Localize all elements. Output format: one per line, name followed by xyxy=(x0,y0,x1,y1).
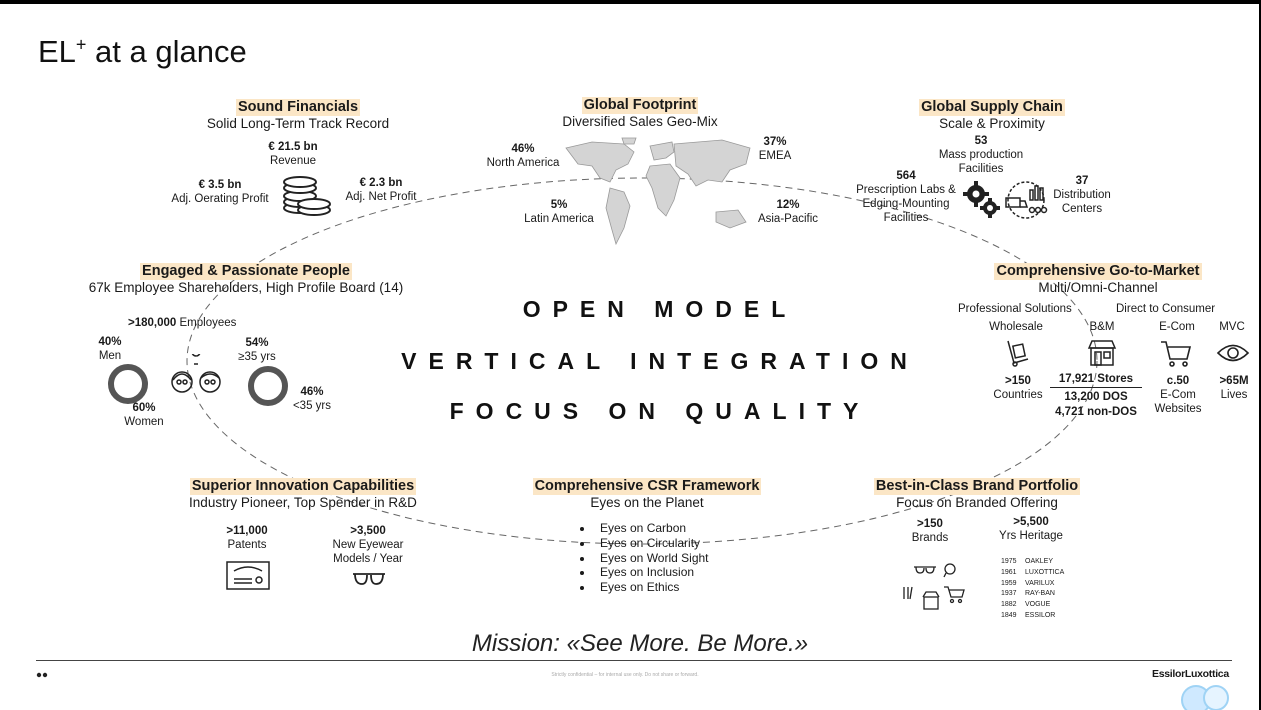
shopping-cart-icon xyxy=(1161,341,1192,367)
confidential-note: Strictly confidential – for internal use… xyxy=(551,672,699,678)
supply-chain-block: Global Supply Chain Scale & Proximity xyxy=(872,98,1112,131)
ecom-label: E-Com xyxy=(1159,321,1195,333)
page-dots-icon xyxy=(36,672,48,678)
store-icon xyxy=(1087,340,1117,366)
north-america-stat: 46% North America xyxy=(486,143,560,169)
csr-list: Eyes on Carbon Eyes on Circularity Eyes … xyxy=(576,521,709,595)
coins-icon xyxy=(283,176,331,216)
timeline-row: 1961 LUXOTTICA xyxy=(1001,568,1065,576)
center-line-3: FOCUS ON QUALITY xyxy=(449,398,871,424)
timeline-row: 1849 ESSILOR xyxy=(1001,611,1056,619)
wholesale-label: Wholesale xyxy=(989,321,1043,333)
brands-subheading: Focus on Branded Offering xyxy=(896,495,1058,510)
heritage-stat: >5,500 Yrs Heritage xyxy=(999,516,1063,542)
direct-to-consumer-label: Direct to Consumer xyxy=(1116,303,1216,315)
innovation-heading: Superior Innovation Capabilities xyxy=(189,478,417,495)
csr-item: Eyes on Circularity xyxy=(594,536,709,551)
wholesale-stat: >150 Countries xyxy=(993,375,1043,401)
innovation-subheading: Industry Pioneer, Top Spender in R&D xyxy=(189,495,417,510)
brands-block: Best-in-Class Brand Portfolio Focus on B… xyxy=(856,477,1098,510)
sound-financials-subheading: Solid Long-Term Track Record xyxy=(206,116,390,131)
mvc-label: MVC xyxy=(1219,321,1245,333)
timeline-row: 1882 VOGUE xyxy=(1001,601,1051,609)
prescription-labs-stat: 564 Prescription Labs & Edging-Mounting … xyxy=(856,170,956,224)
bm-label: B&M xyxy=(1089,321,1115,333)
net-profit-stat: € 2.3 bn Adj. Net Profit xyxy=(345,177,417,203)
csr-item: Eyes on World Sight xyxy=(594,551,709,566)
brands-count-stat: >150 Brands xyxy=(911,518,949,544)
csr-item: Eyes on Ethics xyxy=(594,580,709,595)
center-line-1: OPEN MODEL xyxy=(522,296,798,322)
page-title: EL+ at a glance xyxy=(38,34,247,69)
distribution-icon xyxy=(1005,181,1048,219)
hand-truck-icon xyxy=(1007,340,1029,367)
employees-stat: >180,000 Employees xyxy=(128,317,237,329)
mvc-stat: >65M Lives xyxy=(1219,375,1249,401)
innovation-block: Superior Innovation Capabilities Industr… xyxy=(160,477,446,510)
patents-stat: >11,000 Patents xyxy=(226,525,268,551)
professional-solutions-label: Professional Solutions xyxy=(958,303,1072,315)
go-to-market-subheading: Multi/Omni-Channel xyxy=(1038,280,1158,295)
gears-icon xyxy=(963,181,1000,218)
decorative-bubble-icon xyxy=(1181,685,1229,710)
people-faces-icon xyxy=(171,354,221,393)
mass-production-stat: 53 Mass production Facilities xyxy=(938,135,1024,175)
center-line-2: VERTICAL INTEGRATION xyxy=(401,348,919,374)
timeline-row: 1975 OAKLEY xyxy=(1001,558,1054,565)
revenue-stat: € 21.5 bn Revenue xyxy=(268,141,318,167)
world-map-icon xyxy=(565,137,751,246)
under-35-stat: 46% <35 yrs xyxy=(292,386,332,412)
supply-chain-subheading: Scale & Proximity xyxy=(939,116,1045,131)
timeline-row: 1959 VARILUX xyxy=(1001,579,1055,587)
over-35-stat: 54% ≥35 yrs xyxy=(238,337,276,363)
gender-ring-chart xyxy=(108,364,148,404)
company-logo: EssilorLuxottica xyxy=(1152,668,1229,680)
global-footprint-block: Global Footprint Diversified Sales Geo-M… xyxy=(520,96,760,129)
people-block: Engaged & Passionate People 67k Employee… xyxy=(36,262,456,295)
csr-heading: Comprehensive CSR Framework xyxy=(532,478,762,495)
eye-icon xyxy=(1216,344,1250,362)
age-ring-chart xyxy=(248,366,288,406)
brand-icons-cluster xyxy=(903,563,965,610)
models-stat: >3,500 New Eyewear Models / Year xyxy=(332,525,404,565)
supply-chain-heading: Global Supply Chain xyxy=(919,99,1065,116)
go-to-market-heading: Comprehensive Go-to-Market xyxy=(994,263,1202,280)
sound-financials-block: Sound Financials Solid Long-Term Track R… xyxy=(178,98,418,131)
women-stat: 60% Women xyxy=(124,402,164,428)
dashed-ellipse xyxy=(186,177,1098,545)
global-footprint-heading: Global Footprint xyxy=(581,97,699,114)
sound-financials-heading: Sound Financials xyxy=(235,99,361,116)
people-heading: Engaged & Passionate People xyxy=(140,263,352,280)
op-profit-stat: € 3.5 bn Adj. Oerating Profit xyxy=(171,179,269,205)
heritage-timeline: 1975 OAKLEY 1961 LUXOTTICA 1959 VARILUX 193… xyxy=(1001,557,1064,622)
distribution-centers-stat: 37 Distribution Centers xyxy=(1053,175,1111,215)
csr-item: Eyes on Inclusion xyxy=(594,565,709,580)
brands-heading: Best-in-Class Brand Portfolio xyxy=(873,478,1081,495)
asia-pacific-stat: 12% Asia-Pacific xyxy=(757,199,819,225)
csr-item: Eyes on Carbon xyxy=(594,521,709,536)
go-to-market-block: Comprehensive Go-to-Market Multi/Omni-Ch… xyxy=(978,262,1218,295)
latin-america-stat: 5% Latin America xyxy=(524,199,594,225)
men-stat: 40% Men xyxy=(98,336,122,362)
bm-stat: 17,921 Stores 13,200 DOS 4,721 non-DOS xyxy=(1050,372,1142,419)
timeline-row: 1937 RAY-BAN xyxy=(1001,590,1055,598)
eyeglasses-icon xyxy=(353,573,385,585)
patent-certificate-icon xyxy=(226,561,270,590)
csr-subheading: Eyes on the Planet xyxy=(590,495,704,510)
people-subheading: 67k Employee Shareholders, High Profile … xyxy=(88,280,404,295)
emea-stat: 37% EMEA xyxy=(758,136,792,162)
mission-statement: Mission: «See More. Be More.» xyxy=(471,630,809,657)
ecom-stat: c.50 E-Com Websites xyxy=(1154,375,1202,415)
footer-divider xyxy=(36,660,1232,661)
slide: EL+ at a glance OPEN MODEL VERTICAL INTE… xyxy=(0,4,1259,710)
global-footprint-subheading: Diversified Sales Geo-Mix xyxy=(562,114,718,129)
csr-block: Comprehensive CSR Framework Eyes on the … xyxy=(522,477,772,510)
